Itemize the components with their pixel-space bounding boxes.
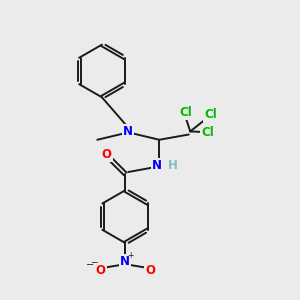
Text: O: O [145, 264, 155, 278]
Text: H: H [167, 159, 177, 172]
Text: N: N [120, 255, 130, 268]
Text: N: N [152, 159, 162, 172]
Text: +: + [128, 251, 134, 260]
Text: N: N [123, 125, 133, 138]
Text: O: O [95, 264, 105, 278]
Text: −: − [86, 260, 94, 270]
Text: Cl: Cl [204, 108, 217, 121]
Text: −: − [90, 257, 97, 266]
Text: Cl: Cl [201, 127, 214, 140]
Text: Cl: Cl [179, 106, 192, 119]
Text: O: O [102, 148, 112, 161]
